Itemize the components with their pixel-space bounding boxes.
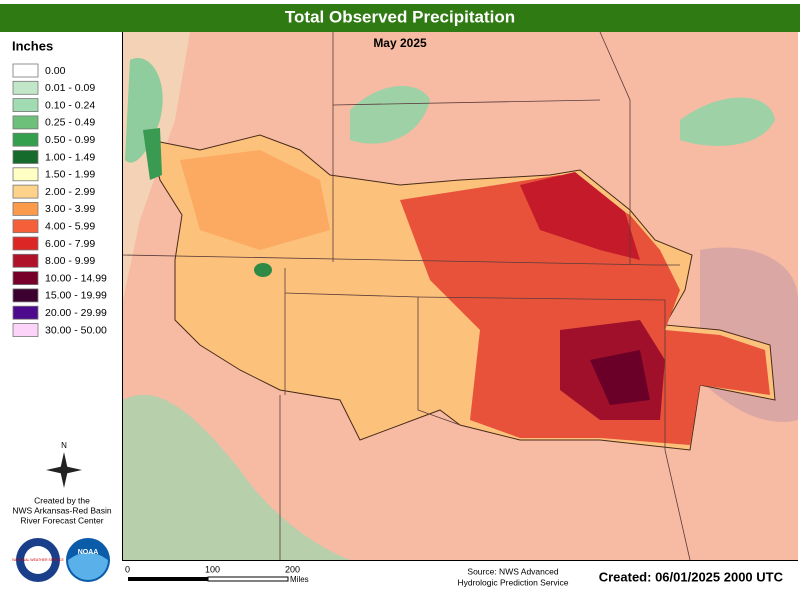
title-bar <box>0 4 800 32</box>
compass-star <box>46 452 82 488</box>
state-lines <box>122 31 691 561</box>
legend-label: 8.00 - 9.99 <box>45 255 95 267</box>
source-line: Hydrologic Prediction Service <box>457 577 568 587</box>
legend-label: 0.25 - 0.49 <box>45 117 95 129</box>
credit-line: River Forecast Center <box>20 515 103 525</box>
created: Created: 06/01/2025 2000 UTC <box>599 569 784 584</box>
compass: N <box>46 441 82 488</box>
legend-swatch <box>12 253 39 268</box>
region <box>180 150 330 250</box>
legend-swatch <box>12 236 39 251</box>
region <box>680 97 775 146</box>
legend-swatch <box>12 63 39 78</box>
noaa-logo <box>68 552 108 580</box>
source-line: Source: NWS Advanced <box>467 566 558 576</box>
legend-label: 6.00 - 7.99 <box>45 238 95 250</box>
scale-label: 100 <box>205 564 220 574</box>
legend-swatch <box>12 288 39 303</box>
credit-line: Created by the <box>34 495 90 505</box>
legend-label: 20.00 - 29.99 <box>45 307 107 319</box>
scale-label: 200 <box>285 564 300 574</box>
legend-swatch <box>12 219 39 234</box>
legend-swatch <box>12 132 39 147</box>
region <box>400 175 770 445</box>
legend-swatch <box>12 98 39 112</box>
map: May 2025 <box>122 31 798 561</box>
region <box>520 172 640 260</box>
legend-swatch <box>12 323 39 337</box>
nws-logo-text: NATIONAL WEATHER SERVICE <box>12 558 64 562</box>
region <box>254 263 272 277</box>
legend-swatch <box>12 150 39 164</box>
legend-label: 2.00 - 2.99 <box>45 186 95 198</box>
region <box>143 128 162 180</box>
credit-line: NWS Arkansas-Red Basin <box>12 505 111 515</box>
legend-swatch <box>12 80 39 95</box>
legend-label: 1.50 - 1.99 <box>45 169 95 181</box>
legend-label: 0.10 - 0.24 <box>45 99 95 111</box>
legend: 0.00 0.01 - 0.09 0.10 - 0.24 0.25 - 0.49 0.5… <box>12 63 107 337</box>
region <box>350 86 430 144</box>
legend-swatch <box>12 167 39 182</box>
legend-swatch <box>12 115 39 130</box>
legend-label: 0.50 - 0.99 <box>45 134 95 146</box>
compass-label: N <box>61 441 67 450</box>
legend-label: 30.00 - 50.00 <box>45 324 107 336</box>
legend-label: 4.00 - 5.99 <box>45 220 95 232</box>
region <box>123 394 350 560</box>
legend-title: Inches <box>12 38 53 53</box>
title: Total Observed Precipitation <box>285 7 515 26</box>
legend-label: 15.00 - 19.99 <box>45 290 107 302</box>
legend-swatch <box>12 184 39 199</box>
legend-swatch <box>12 271 39 286</box>
legend-swatch <box>12 305 39 320</box>
legend-label: 10.00 - 14.99 <box>45 272 107 284</box>
scale-label: 0 <box>125 564 130 574</box>
scale-segment <box>207 576 289 582</box>
scale-unit: Miles <box>290 575 309 584</box>
noaa-logo-text: NOAA <box>78 549 99 556</box>
legend-swatch <box>12 201 39 216</box>
legend-label: 0.01 - 0.09 <box>45 82 95 94</box>
scale-segment <box>128 577 208 581</box>
subtitle: May 2025 <box>373 36 427 50</box>
nws-logo <box>24 546 52 574</box>
legend-label: 1.00 - 1.49 <box>45 151 95 163</box>
legend-label: 0.00 <box>45 65 66 77</box>
region <box>590 350 650 405</box>
legend-label: 3.00 - 3.99 <box>45 203 95 215</box>
